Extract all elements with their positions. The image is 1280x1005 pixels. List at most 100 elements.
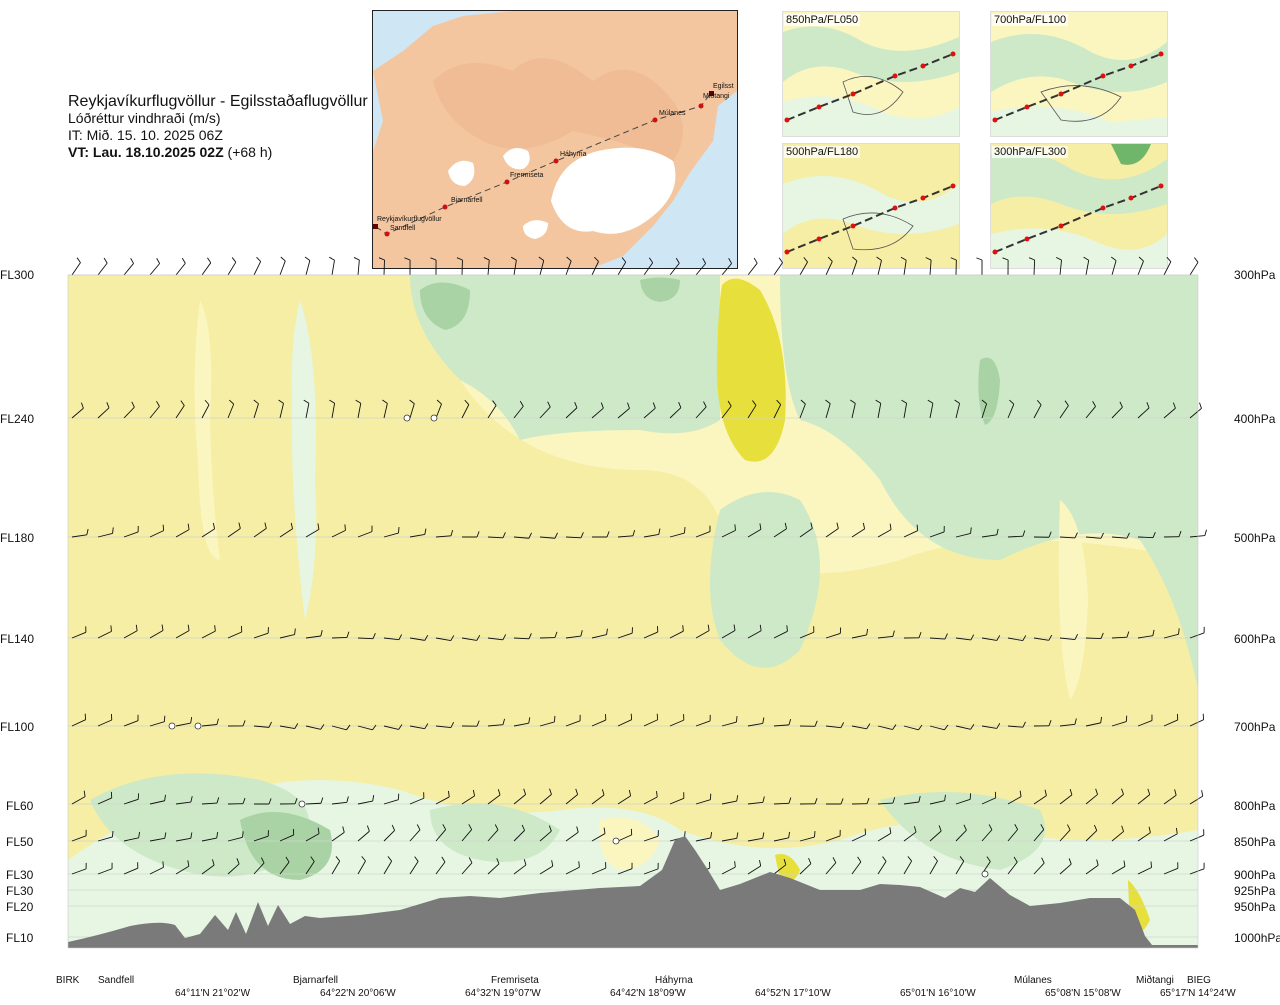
- wind-barb: [1033, 720, 1052, 727]
- wind-barb: [695, 401, 707, 419]
- map-label-mulanes: Múlanes: [659, 110, 686, 117]
- wind-barb: [825, 256, 833, 276]
- wind-barb: [1163, 402, 1176, 419]
- airport-marker-birk: [373, 224, 378, 229]
- wind-barb: [955, 793, 971, 805]
- wind-barb: [97, 713, 113, 727]
- wind-barb: [383, 634, 403, 641]
- wind-barb: [1085, 632, 1104, 639]
- wind-barb: [227, 522, 241, 538]
- wind-barb: [201, 625, 216, 639]
- wind-barb: [539, 860, 554, 875]
- level-map-canvas: [783, 12, 959, 136]
- waypoint-marker: [553, 158, 559, 164]
- wind-barb: [123, 258, 134, 276]
- level-map-850: 850hPa/FL050: [782, 11, 960, 137]
- wind-barb: [929, 825, 942, 842]
- wind-barb: [877, 523, 892, 538]
- wind-barb: [304, 256, 311, 276]
- wind-barb: [591, 827, 606, 842]
- wind-barb: [175, 257, 186, 276]
- wind-barb: [305, 630, 323, 639]
- calm-wind-marker: [612, 837, 620, 845]
- wind-barb: [1189, 257, 1199, 276]
- wind-barb: [901, 399, 908, 419]
- level-map-label: 300hPa/FL300: [992, 146, 1069, 158]
- wind-barb: [903, 856, 913, 875]
- wind-barb: [929, 724, 949, 731]
- wind-barb: [876, 256, 882, 276]
- wind-barb: [773, 257, 783, 276]
- wind-barb: [565, 630, 583, 639]
- wind-barb: [71, 829, 87, 842]
- wind-barb: [97, 862, 113, 875]
- level-map-label: 850hPa/FL050: [784, 14, 861, 26]
- wind-barb: [799, 626, 815, 639]
- wind-barb: [71, 862, 87, 875]
- wind-barb: [617, 862, 633, 875]
- wind-barb: [279, 723, 299, 729]
- wind-barb: [695, 624, 710, 639]
- wind-barb: [409, 399, 415, 419]
- fl-label: FL100: [0, 720, 35, 734]
- wind-barb: [773, 858, 787, 875]
- calm-wind-marker: [430, 414, 438, 422]
- dark-green-cell: [420, 282, 470, 330]
- wind-barb: [123, 401, 135, 419]
- dark-green-cell: [978, 357, 1000, 425]
- valid-time-offset: (+68 h): [227, 144, 273, 160]
- wind-barb: [903, 524, 919, 538]
- wind-barb: [435, 399, 442, 419]
- wind-barb: [513, 788, 527, 805]
- wind-barb: [617, 713, 633, 727]
- wind-barb: [279, 256, 286, 276]
- wind-barb: [1111, 631, 1130, 639]
- wind-barb: [799, 831, 816, 842]
- wind-barb: [331, 826, 345, 842]
- wind-barb: [461, 399, 470, 419]
- valid-time-label: VT: Lau. 18.10.2025 02Z: [68, 144, 224, 160]
- wind-barb: [721, 795, 739, 805]
- wind-barb: [71, 528, 89, 538]
- wind-barb: [1002, 257, 1009, 276]
- wind-barb: [1111, 401, 1123, 419]
- glacier-hofsjokull: [503, 147, 530, 170]
- terrain-profile: [68, 836, 1198, 948]
- wind-barb: [1085, 824, 1098, 842]
- wind-barb: [1085, 401, 1096, 419]
- pale-yellow-band: [599, 817, 660, 870]
- wind-barb: [747, 832, 765, 842]
- green-region: [410, 275, 720, 440]
- wind-barb: [513, 717, 531, 727]
- wind-barb: [1111, 788, 1124, 805]
- wind-barb: [877, 797, 896, 805]
- pressure-label: 850hPa: [1234, 835, 1276, 849]
- wind-barb: [643, 626, 659, 639]
- wind-barb: [331, 724, 351, 731]
- wind-barb: [695, 831, 713, 842]
- fl-label: FL10: [6, 931, 34, 945]
- wind-barb: [825, 722, 845, 729]
- wind-barb: [773, 399, 782, 419]
- glacier-vatnajokull: [551, 147, 676, 234]
- wind-barb: [456, 257, 463, 276]
- wind-barb: [1163, 827, 1178, 842]
- level-map-700: 700hPa/FL100: [990, 11, 1168, 137]
- wind-barb: [877, 827, 892, 842]
- wind-barb: [747, 796, 765, 805]
- wind-barb: [539, 825, 552, 842]
- fl-label: FL240: [0, 412, 35, 426]
- wind-barb: [487, 634, 507, 641]
- wind-barb: [539, 532, 558, 539]
- pressure-label: 800hPa: [1234, 799, 1276, 813]
- calm-wind-marker: [298, 800, 306, 808]
- wind-barb: [487, 789, 501, 805]
- wind-barb: [510, 256, 517, 276]
- wind-barb: [1033, 531, 1052, 538]
- wind-barb: [669, 527, 686, 538]
- wind-barb: [721, 624, 736, 639]
- wind-barb: [903, 631, 922, 639]
- wind-barb: [1111, 825, 1125, 842]
- wind-barb: [253, 798, 272, 805]
- wind-barb: [773, 625, 788, 639]
